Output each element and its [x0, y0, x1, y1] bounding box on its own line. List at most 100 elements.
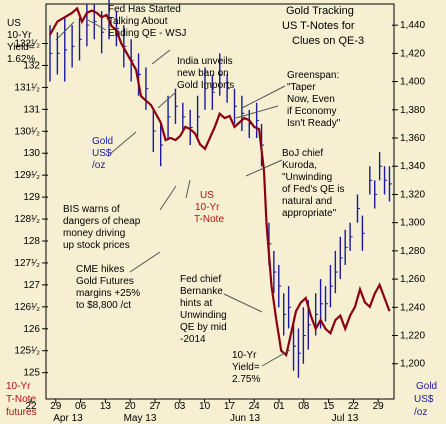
left-axis-label: 10-Yr T-Note futures: [6, 381, 37, 418]
x-tick-label: 15: [323, 401, 335, 412]
annotation-line: Greenspan:: [287, 70, 339, 81]
chart-title-line-3: Clues on QE-3: [292, 35, 364, 47]
annotation-leader: [157, 91, 177, 109]
x-tick-label: 22: [25, 401, 37, 412]
annotation-line: money driving: [63, 228, 125, 239]
annotation-line: 2.75%: [232, 374, 260, 385]
x-month-label: Jul 13: [332, 413, 359, 424]
x-month-label: Apr 13: [53, 413, 83, 424]
annotation-fed-started: Fed Has Started Talking About Ending QE …: [108, 4, 186, 39]
annotation-line: BoJ chief: [282, 148, 323, 159]
x-tick-label: 13: [100, 401, 112, 412]
annotation-line: Ending QE - WSJ: [108, 28, 186, 39]
annotation-leader: [151, 49, 171, 65]
annotation-boj: BoJ chief Kuroda, "Unwinding of Fed's QE…: [282, 148, 345, 219]
annotation-line: margins +25%: [76, 288, 140, 299]
annotation-line: QE by mid: [180, 322, 227, 333]
annotation-gold-label: Gold US$ /oz: [92, 136, 113, 171]
annotation-line: Gold Futures: [76, 276, 134, 287]
annotation-line: Bernanke: [180, 286, 223, 297]
annotation-leader: [235, 105, 279, 119]
annotation-leader: [129, 251, 161, 273]
annotation-line: CME hikes: [76, 264, 124, 275]
annotation-line: Fed chief: [180, 274, 221, 285]
left-tick-label: 126: [23, 324, 40, 335]
annotation-us-yield: US 10-Yr Yield= 1.62%: [7, 18, 35, 65]
left-tick-label: 132: [23, 60, 40, 71]
right-axis-label-line-1: Gold: [416, 381, 437, 392]
annotation-leader: [55, 21, 75, 41]
chart-title: Gold Tracking US T-Notes for Clues on QE…: [282, 5, 364, 47]
annotation-line: Gold: [92, 136, 113, 147]
annotation-line: Talking About: [108, 16, 168, 27]
left-tick-label: 130: [23, 148, 40, 159]
left-tick-label: 130¹⁄₂: [14, 126, 40, 137]
annotation-cme: CME hikes Gold Futures margins +25% to $…: [76, 264, 140, 311]
annotation-line: if Economy: [287, 106, 336, 117]
chart-title-line-1: Gold Tracking: [286, 5, 354, 17]
annotation-leader: [87, 19, 107, 31]
right-tick-label: 1,280: [400, 246, 425, 257]
x-tick-label: 17: [224, 401, 236, 412]
annotation-india: India unveils new ban on Gold Imports: [177, 56, 234, 91]
annotation-line: new ban on: [177, 68, 229, 79]
annotation-line: 10-Yr: [7, 30, 32, 41]
annotation-line: appropriate": [282, 208, 337, 219]
annotation-line: Fed Has Started: [108, 4, 181, 15]
x-tick-label: 29: [50, 401, 62, 412]
annotation-tnote-label: US 10-Yr T-Note: [194, 190, 224, 225]
annotation-line: India unveils: [177, 56, 233, 67]
annotation-line: to $8,800 /ct: [76, 300, 131, 311]
left-tick-label: 125¹⁄₂: [14, 346, 40, 357]
annotation-line: US: [7, 18, 21, 29]
left-tick-label: 131: [23, 104, 40, 115]
left-tick-label: 129¹⁄₂: [14, 170, 40, 181]
left-tick-label: 128: [23, 236, 40, 247]
right-tick-label: 1,340: [400, 161, 425, 172]
left-axis: 132¹⁄₂ 132 131¹⁄₂ 131 130¹⁄₂ 130 129¹⁄₂ 129 128¹…: [14, 39, 48, 379]
annotation-line: hints at: [180, 298, 212, 309]
right-tick-label: 1,400: [400, 77, 425, 88]
annotation-bernanke: Fed chief Bernanke hints at Unwinding QE…: [180, 274, 227, 345]
x-tick-label: 06: [75, 401, 87, 412]
x-tick-label: 01: [273, 401, 285, 412]
annotation-line: US: [200, 190, 214, 201]
x-tick-label: 08: [298, 401, 310, 412]
annotation-line: "Unwinding: [282, 172, 332, 183]
annotation-line: Gold Imports: [177, 80, 234, 91]
annotation-line: "Taper: [287, 82, 316, 93]
annotation-leader: [223, 293, 263, 313]
right-tick-label: 1,220: [400, 331, 425, 342]
right-axis-label: Gold US$ /oz: [414, 381, 437, 418]
annotation-line: of Fed's QE is: [282, 184, 345, 195]
annotation-line: Unwinding: [180, 310, 227, 321]
x-tick-label: 24: [249, 401, 261, 412]
annotation-line: T-Note: [194, 214, 224, 225]
annotation-line: 10-Yr: [232, 350, 257, 361]
right-tick-label: 1,320: [400, 189, 425, 200]
left-tick-label: 127¹⁄₂: [14, 258, 40, 269]
left-axis-label-line-1: 10-Yr: [6, 381, 31, 392]
right-axis-label-line-2: US$: [414, 394, 434, 405]
x-tick-label: 22: [348, 401, 360, 412]
left-tick-label: 132¹⁄₂: [14, 39, 40, 50]
annotation-line: Yield=: [7, 42, 35, 53]
left-tick-label: 131¹⁄₂: [14, 82, 40, 93]
tnote-series-line: [49, 6, 391, 358]
chart-title-line-2: US T-Notes for: [282, 20, 355, 32]
left-tick-label: 128¹⁄₂: [14, 214, 40, 225]
x-tick-label: 20: [125, 401, 137, 412]
x-month-label: May 13: [124, 413, 157, 424]
annotation-line: up stock prices: [63, 240, 130, 251]
x-tick-label: 10: [199, 401, 211, 412]
right-axis: 1,440 1,420 1,400 1,380 1,360 1,340 1,320 1,300…: [392, 20, 425, 370]
right-tick-label: 1,300: [400, 218, 425, 229]
left-tick-label: 125: [23, 368, 40, 379]
left-tick-label: 127: [23, 280, 40, 291]
annotation-line: 1.62%: [7, 54, 35, 65]
left-tick-label: 129: [23, 192, 40, 203]
left-axis-label-line-2: T-Note: [6, 394, 36, 405]
annotation-line: US$: [92, 148, 112, 159]
right-tick-label: 1,380: [400, 105, 425, 116]
